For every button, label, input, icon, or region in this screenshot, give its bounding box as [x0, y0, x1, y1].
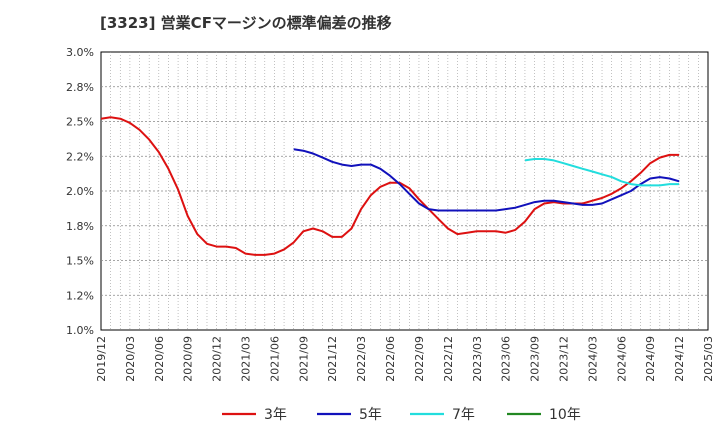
series-layer — [100, 116, 680, 256]
x-tick-label: 2023/03 — [471, 336, 484, 382]
x-tick-label: 2021/06 — [268, 336, 281, 382]
x-tick-label: 2020/09 — [182, 336, 195, 382]
chart-title: [3323] 営業CFマージンの標準偏差の推移 — [100, 14, 392, 32]
y-tick-label: 1.0% — [66, 324, 94, 337]
legend-label: 3年 — [264, 407, 287, 423]
x-tick-label: 2020/03 — [124, 336, 137, 382]
x-tick-label: 2023/12 — [557, 336, 570, 382]
legend: 3年 5年 7年 10年 — [222, 407, 581, 423]
y-tick-label: 1.2% — [66, 289, 94, 302]
x-tick-label: 2024/09 — [644, 336, 657, 382]
x-tick-label: 2024/06 — [615, 336, 628, 382]
x-tick-label: 2022/03 — [355, 336, 368, 382]
x-tick-label: 2019/12 — [95, 336, 108, 382]
series-line-2 — [293, 148, 680, 212]
y-tick-label: 1.8% — [66, 220, 94, 233]
legend-label: 10年 — [549, 407, 581, 423]
series-line-1 — [100, 116, 680, 256]
x-tick-label: 2022/09 — [413, 336, 426, 382]
x-tick-label: 2021/12 — [326, 336, 339, 382]
y-tick-label: 2.8% — [66, 81, 94, 94]
x-tick-label: 2021/09 — [297, 336, 310, 382]
axis-layer: 3.0% 2.8% 2.5% 2.2% 2.0% 1.8% 1.5% 1.2% 1.0%2019… — [66, 46, 715, 382]
y-tick-label: 2.2% — [66, 150, 94, 163]
x-tick-label: 2023/09 — [529, 336, 542, 382]
y-tick-label: 2.0% — [66, 185, 94, 198]
legend-label: 7年 — [452, 407, 475, 423]
x-tick-label: 2023/06 — [500, 336, 513, 382]
series-line-3 — [524, 158, 680, 187]
legend-label: 5年 — [359, 407, 382, 423]
x-tick-label: 2020/12 — [211, 336, 224, 382]
x-tick-label: 2022/12 — [442, 336, 455, 382]
y-tick-label: 2.5% — [66, 116, 94, 129]
x-tick-label: 2020/06 — [153, 336, 166, 382]
x-tick-label: 2024/12 — [673, 336, 686, 382]
x-tick-label: 2022/06 — [384, 336, 397, 382]
x-tick-label: 2021/03 — [240, 336, 253, 382]
y-tick-label: 1.5% — [66, 255, 94, 268]
x-tick-label: 2024/03 — [586, 336, 599, 382]
y-tick-label: 3.0% — [66, 46, 94, 59]
x-tick-label: 2025/03 — [702, 336, 715, 382]
